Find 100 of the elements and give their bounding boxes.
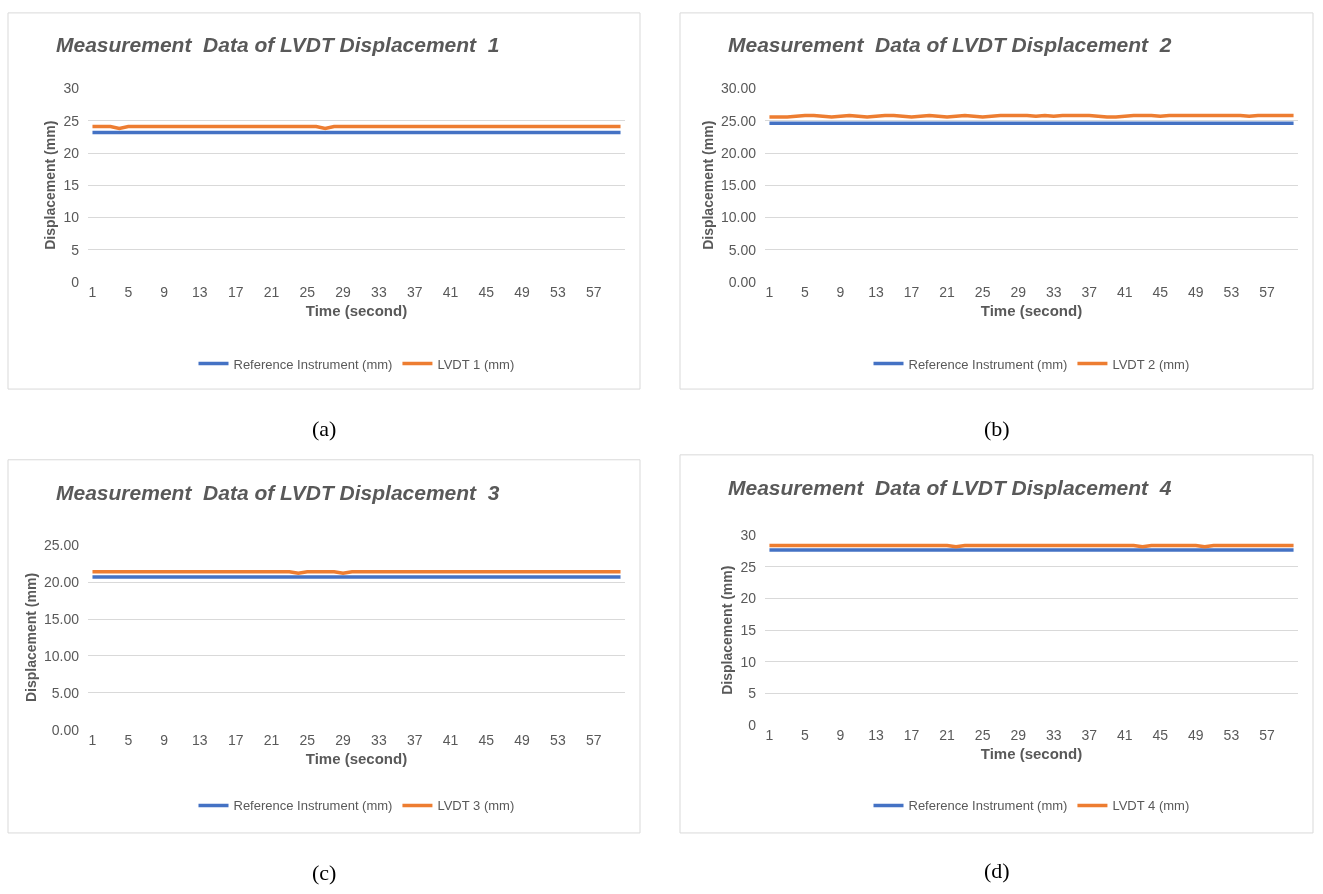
x-tick-label: 29: [1010, 726, 1027, 743]
y-tick-label: 10.00: [43, 647, 80, 664]
text: (b): [984, 416, 1010, 441]
legend-label: Reference Instrument (mm): [908, 798, 1068, 814]
legend-label: LVDT 2 (mm): [1112, 356, 1190, 372]
x-tick-label: 29: [1010, 284, 1027, 301]
x-tick-label: 45: [1152, 284, 1169, 301]
y-tick-label: 0.00: [51, 721, 80, 738]
x-tick-label: 37: [406, 731, 423, 748]
x-tick-label: 9: [836, 726, 845, 743]
x-tick-label: 9: [836, 284, 845, 301]
x-tick-label: 41: [442, 284, 459, 301]
y-tick-label: 20.00: [43, 574, 80, 591]
y-tick-label: 10: [63, 209, 80, 226]
x-tick-label: 45: [478, 731, 495, 748]
x-tick-label: 21: [939, 284, 956, 301]
x-tick-label: 37: [406, 284, 423, 301]
x-tick-label: 25: [299, 284, 316, 301]
x-tick-label: 1: [88, 284, 97, 301]
x-tick-label: 21: [263, 284, 280, 301]
text: (a): [312, 416, 337, 441]
y-axis-title: Displacement (mm): [42, 120, 59, 250]
y-tick-label: 5.00: [728, 241, 757, 258]
x-tick-label: 5: [801, 726, 810, 743]
x-tick-label: 41: [442, 731, 459, 748]
x-tick-label: 9: [160, 731, 169, 748]
y-tick-label: 15: [740, 622, 757, 639]
x-tick-label: 1: [765, 284, 774, 301]
y-axis-title: Displacement (mm): [699, 120, 716, 250]
y-tick-label: 0.00: [728, 273, 757, 290]
x-tick-label: 33: [1045, 284, 1062, 301]
x-tick-label: 17: [903, 284, 920, 301]
x-tick-label: 13: [868, 726, 885, 743]
y-tick-label: 10: [740, 653, 757, 670]
x-tick-label: 49: [514, 731, 531, 748]
x-tick-label: 41: [1116, 726, 1133, 743]
x-tick-label: 57: [585, 284, 602, 301]
y-tick-label: 20: [63, 144, 80, 161]
x-tick-label: 53: [1223, 726, 1240, 743]
x-tick-label: 21: [263, 731, 280, 748]
x-tick-label: 25: [974, 726, 991, 743]
y-tick-label: 5.00: [51, 684, 80, 701]
y-tick-label: 25.00: [720, 112, 757, 129]
y-tick-label: 10.00: [720, 209, 757, 226]
x-axis-title: Time (second): [980, 302, 1083, 320]
x-tick-label: 17: [227, 731, 244, 748]
x-tick-label: 25: [974, 284, 991, 301]
x-tick-label: 53: [550, 731, 566, 748]
y-tick-label: 30: [740, 527, 757, 544]
x-tick-label: 13: [868, 284, 885, 301]
x-tick-label: 33: [371, 731, 387, 748]
x-tick-label: 57: [1259, 726, 1275, 743]
chart-title: Measurement Data of LVDT Displacement 3: [56, 481, 500, 504]
chart-title: Measurement Data of LVDT Displacement 2: [728, 33, 1172, 56]
x-axis-title: Time (second): [980, 744, 1083, 762]
y-tick-label: 0: [71, 273, 80, 290]
x-axis-title: Time (second): [305, 302, 408, 320]
x-tick-label: 1: [765, 726, 774, 743]
legend-label: LVDT 1 (mm): [437, 356, 515, 372]
x-tick-label: 49: [514, 284, 531, 301]
x-tick-label: 33: [1045, 726, 1062, 743]
x-tick-label: 49: [1188, 726, 1204, 743]
x-tick-label: 1: [88, 731, 97, 748]
y-tick-label: 15.00: [43, 610, 80, 627]
text: (d): [984, 858, 1010, 883]
y-tick-label: 25: [63, 112, 80, 129]
y-tick-label: 20: [740, 590, 757, 607]
x-tick-label: 57: [585, 731, 602, 748]
x-tick-label: 37: [1081, 284, 1098, 301]
legend-label: LVDT 4 (mm): [1112, 798, 1190, 814]
x-axis-title: Time (second): [305, 749, 408, 767]
x-tick-label: 17: [227, 284, 244, 301]
chart-title: Measurement Data of LVDT Displacement 4: [728, 476, 1172, 499]
x-tick-label: 17: [903, 726, 920, 743]
x-tick-label: 53: [1223, 284, 1240, 301]
legend-label: LVDT 3 (mm): [437, 798, 515, 814]
x-tick-label: 5: [124, 731, 133, 748]
chart-title: Measurement Data of LVDT Displacement 1: [56, 33, 500, 56]
y-tick-label: 25: [740, 558, 757, 575]
x-tick-label: 53: [550, 284, 566, 301]
y-tick-label: 5: [71, 241, 80, 258]
y-tick-label: 15: [63, 177, 80, 194]
legend-label: Reference Instrument (mm): [908, 356, 1068, 372]
x-tick-label: 33: [371, 284, 387, 301]
x-tick-label: 49: [1188, 284, 1204, 301]
y-tick-label: 30: [63, 80, 80, 97]
x-tick-label: 29: [335, 731, 352, 748]
x-tick-label: 13: [192, 731, 208, 748]
y-tick-label: 5: [748, 685, 757, 702]
y-tick-label: 0: [748, 716, 757, 733]
x-tick-label: 21: [939, 726, 956, 743]
legend-label: Reference Instrument (mm): [233, 798, 393, 814]
x-tick-label: 13: [192, 284, 208, 301]
x-tick-label: 57: [1259, 284, 1275, 301]
y-axis-title: Displacement (mm): [719, 565, 736, 695]
y-tick-label: 30.00: [720, 80, 757, 97]
text: (c): [312, 860, 337, 885]
x-tick-label: 5: [801, 284, 810, 301]
x-tick-label: 45: [1152, 726, 1169, 743]
y-axis-title: Displacement (mm): [22, 572, 39, 703]
